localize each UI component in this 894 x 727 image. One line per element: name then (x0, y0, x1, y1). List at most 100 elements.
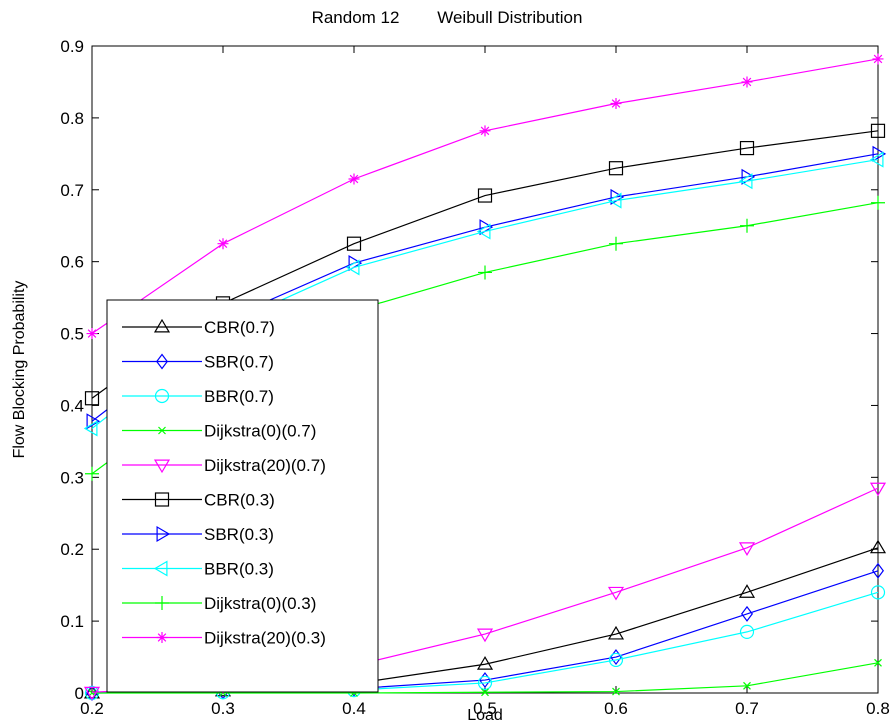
data-point (741, 76, 753, 88)
data-point (348, 173, 360, 185)
data-point (83, 420, 98, 437)
y-tick-label: 0.9 (60, 37, 84, 56)
data-point (738, 542, 756, 556)
data-point (346, 236, 362, 251)
data-point (217, 238, 229, 250)
x-tick-label: 0.7 (735, 699, 759, 718)
data-point (609, 236, 623, 251)
legend-label: SBR(0.7) (204, 353, 274, 372)
legend-item: Dijkstra(0)(0.3) (122, 594, 316, 613)
legend-marker (153, 318, 171, 333)
legend-label: BBR(0.3) (204, 560, 274, 579)
legend-marker (153, 560, 168, 577)
chart-title: Random 12 Weibull Distribution (311, 8, 583, 27)
y-tick-label: 0 (75, 684, 84, 703)
y-axis-label: Flow Blocking Probability (11, 281, 28, 459)
legend-marker (154, 492, 170, 507)
data-point (869, 151, 884, 168)
data-point (608, 652, 624, 668)
y-tick-label: 0.5 (60, 325, 84, 344)
x-tick-label: 0.5 (473, 699, 497, 718)
legend-marker (158, 426, 166, 435)
data-point (612, 687, 620, 696)
y-tick-label: 0.4 (60, 396, 84, 415)
legend-label: CBR(0.7) (204, 318, 275, 337)
data-point (740, 218, 754, 233)
y-tick-label: 0.8 (60, 109, 84, 128)
data-point (478, 265, 492, 280)
data-point (869, 482, 887, 497)
y-tick-label: 0.2 (60, 540, 84, 559)
data-point (738, 173, 753, 190)
data-point (608, 161, 624, 176)
x-tick-label: 0.3 (211, 699, 235, 718)
data-point (739, 624, 755, 639)
data-point (741, 605, 753, 622)
data-point (85, 466, 99, 481)
legend-item: Dijkstra(20)(0.3) (122, 629, 326, 648)
legend-marker (155, 596, 169, 610)
data-point (86, 328, 98, 340)
x-axis-label: Load (467, 707, 503, 724)
data-point (738, 584, 756, 598)
data-point (741, 168, 756, 185)
legend-item: SBR(0.3) (122, 525, 274, 544)
data-point (479, 125, 491, 137)
data-point (477, 188, 493, 203)
x-tick-label: 0.4 (342, 699, 366, 718)
legend-label: SBR(0.3) (204, 525, 274, 544)
legend-marker (156, 353, 168, 370)
data-point (476, 223, 491, 240)
data-point (476, 628, 494, 643)
y-tick-label: 0.7 (60, 181, 84, 200)
legend-label: BBR(0.7) (204, 387, 274, 406)
legend-marker (153, 459, 171, 474)
legend-item: CBR(0.3) (122, 491, 275, 510)
x-tick-label: 0.8 (866, 699, 890, 718)
legend-item: BBR(0.7) (122, 387, 274, 406)
data-point (481, 688, 489, 697)
legend-item: SBR(0.7) (122, 353, 274, 372)
data-point (743, 681, 751, 690)
legend-label: Dijkstra(0)(0.7) (204, 422, 316, 441)
y-tick-label: 0.6 (60, 253, 84, 272)
data-point (739, 140, 755, 156)
data-point (84, 391, 100, 406)
data-point (872, 145, 887, 162)
legend-marker (156, 632, 168, 643)
data-point (872, 53, 884, 65)
series-9 (86, 53, 884, 340)
data-point (476, 656, 494, 670)
data-point (869, 539, 887, 554)
legend-label: Dijkstra(20)(0.3) (204, 629, 326, 648)
x-tick-label: 0.2 (80, 699, 104, 718)
legend-item: BBR(0.3) (122, 560, 274, 579)
data-point (345, 259, 360, 276)
data-point (83, 686, 101, 701)
y-tick-label: 0.1 (60, 612, 84, 631)
data-point (610, 98, 622, 110)
x-tick-label: 0.6 (604, 699, 628, 718)
legend-box (106, 299, 379, 693)
y-tick-label: 0.3 (60, 468, 84, 487)
data-point (86, 413, 101, 430)
data-point (607, 192, 622, 209)
legend-label: CBR(0.3) (204, 491, 275, 510)
legend-item: CBR(0.7) (122, 318, 275, 337)
legend-item: Dijkstra(20)(0.7) (122, 456, 326, 475)
legend-item: Dijkstra(0)(0.7) (122, 422, 316, 441)
data-point (607, 586, 625, 601)
data-point (477, 675, 493, 691)
data-point (870, 123, 886, 138)
data-point (872, 562, 884, 579)
legend-label: Dijkstra(0)(0.3) (204, 594, 316, 613)
data-point (874, 658, 882, 667)
legend-marker (154, 388, 170, 404)
legend-label: Dijkstra(20)(0.7) (204, 456, 326, 475)
data-point (607, 625, 625, 640)
legend-marker (156, 525, 171, 543)
data-point (871, 195, 885, 210)
legend: CBR(0.7) SBR(0.7) BBR(0.7) Dijkstra(0)(0.7)… (106, 299, 379, 693)
data-point (870, 585, 886, 600)
